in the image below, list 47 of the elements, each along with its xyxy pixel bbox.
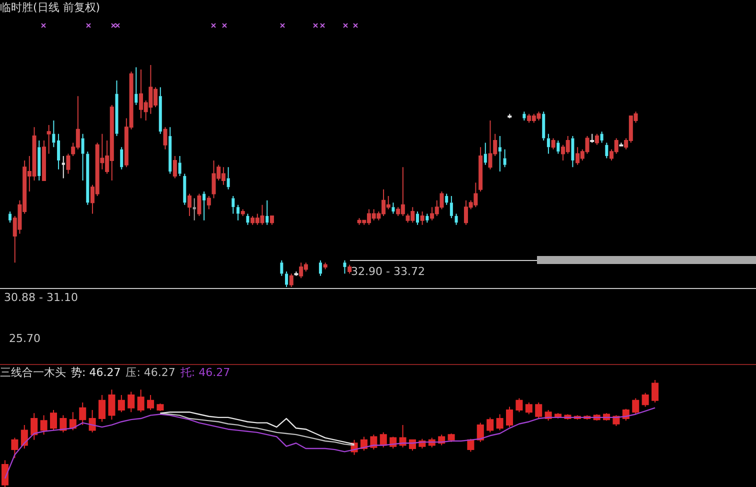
candlestick bbox=[392, 202, 395, 214]
candlestick bbox=[158, 86, 162, 134]
candlestick bbox=[232, 195, 235, 214]
text: 30.88 - 31.10 bbox=[4, 291, 78, 304]
candlestick bbox=[542, 111, 546, 141]
candlestick bbox=[450, 195, 453, 219]
text: 势: 46.27 bbox=[71, 366, 121, 379]
candlestick bbox=[183, 173, 186, 206]
text: 25.70 bbox=[9, 332, 40, 345]
candlestick bbox=[246, 213, 250, 226]
candlestick bbox=[556, 140, 560, 154]
candlestick bbox=[546, 133, 550, 154]
candlestick bbox=[120, 146, 124, 170]
text: 托: 46.27 bbox=[180, 366, 230, 379]
candlestick bbox=[522, 111, 526, 121]
candlestick bbox=[426, 213, 429, 224]
candlestick bbox=[503, 148, 506, 168]
candlestick bbox=[343, 260, 346, 274]
candlestick bbox=[168, 126, 172, 174]
candlestick bbox=[178, 156, 182, 176]
candlestick bbox=[38, 140, 41, 181]
candlestick bbox=[454, 213, 458, 226]
candlestick bbox=[62, 156, 65, 179]
candlestick bbox=[115, 80, 118, 137]
candlestick bbox=[571, 136, 574, 168]
candlestick bbox=[318, 260, 322, 276]
candlestick bbox=[266, 200, 269, 226]
candlestick bbox=[226, 166, 230, 190]
candlestick bbox=[81, 133, 84, 181]
candlestick bbox=[280, 260, 284, 276]
candlestick bbox=[498, 136, 502, 172]
candlestick bbox=[86, 151, 90, 206]
candlestick bbox=[202, 191, 206, 221]
candlestick bbox=[52, 120, 56, 148]
candlestick bbox=[484, 142, 487, 166]
candlestick bbox=[605, 142, 608, 159]
candlestick bbox=[236, 204, 240, 221]
candlestick bbox=[445, 193, 448, 206]
candlestick bbox=[134, 66, 138, 106]
candlestick bbox=[57, 133, 60, 170]
text: 压: 46.27 bbox=[126, 366, 176, 379]
annotation: 32.90 - 33.72 bbox=[351, 265, 425, 278]
chart-title: 三线合一木头 bbox=[0, 366, 66, 379]
candlestick bbox=[600, 131, 604, 144]
candlestick bbox=[192, 198, 196, 221]
chart-title: 临时胜(日线 前复权) bbox=[0, 1, 100, 14]
candlestick bbox=[416, 211, 419, 226]
